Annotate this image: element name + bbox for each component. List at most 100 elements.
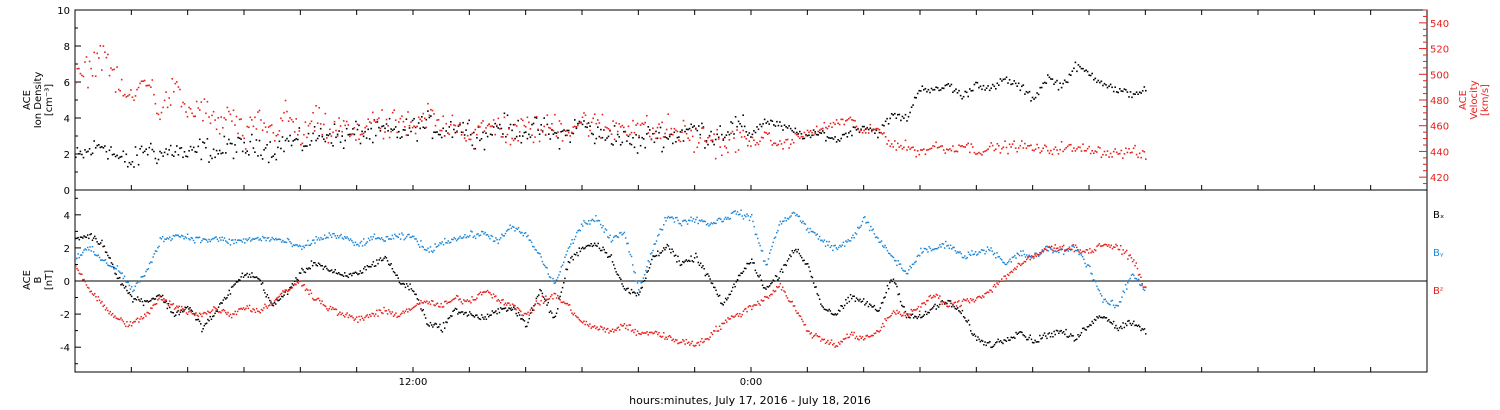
data-point xyxy=(344,316,346,318)
data-point xyxy=(472,315,474,317)
data-point xyxy=(660,251,663,254)
data-point xyxy=(243,137,245,140)
data-point xyxy=(973,333,976,335)
data-point xyxy=(254,311,257,314)
data-point xyxy=(721,154,723,157)
data-point xyxy=(1073,246,1076,248)
data-point xyxy=(248,154,250,156)
data-point xyxy=(226,106,229,109)
data-point xyxy=(990,289,992,292)
data-point xyxy=(330,142,333,144)
data-point xyxy=(845,120,847,122)
data-point xyxy=(441,331,444,333)
data-point xyxy=(699,220,702,222)
data-point xyxy=(657,333,659,336)
data-point xyxy=(1083,258,1085,261)
data-point xyxy=(611,239,614,242)
data-point xyxy=(126,321,128,323)
data-point xyxy=(488,315,490,318)
data-point xyxy=(991,250,993,252)
data-point xyxy=(179,309,182,311)
data-point xyxy=(248,126,250,129)
data-point xyxy=(1103,298,1105,301)
data-point xyxy=(91,239,94,241)
data-point xyxy=(760,299,763,301)
data-point xyxy=(1140,284,1142,287)
data-point xyxy=(384,310,386,312)
data-point xyxy=(219,311,221,313)
data-point xyxy=(792,305,795,307)
data-point xyxy=(828,125,830,128)
data-point xyxy=(1004,275,1007,277)
data-point xyxy=(652,127,654,129)
data-point xyxy=(908,269,910,271)
data-point xyxy=(425,118,428,121)
data-point xyxy=(714,286,716,289)
data-point xyxy=(133,99,135,101)
data-point xyxy=(823,308,826,310)
data-point xyxy=(999,340,1002,342)
data-point xyxy=(113,153,115,155)
data-point xyxy=(365,125,368,127)
data-point xyxy=(1060,329,1062,332)
data-point xyxy=(981,295,984,297)
data-point xyxy=(245,238,247,240)
data-point xyxy=(1079,65,1081,68)
data-point xyxy=(244,242,246,244)
data-point xyxy=(191,237,194,240)
data-point xyxy=(886,317,889,319)
data-point xyxy=(257,155,259,157)
data-point xyxy=(704,338,707,340)
data-point xyxy=(248,273,251,276)
data-point xyxy=(578,122,581,124)
data-point xyxy=(361,271,364,274)
data-point xyxy=(273,302,276,304)
data-point xyxy=(851,297,853,300)
data-point xyxy=(812,335,815,337)
data-point xyxy=(1026,254,1028,256)
data-point xyxy=(407,233,409,236)
data-point xyxy=(502,136,504,138)
data-point xyxy=(1131,96,1133,99)
data-point xyxy=(604,251,607,254)
data-point xyxy=(289,117,291,119)
data-point xyxy=(136,88,138,91)
data-point xyxy=(716,293,718,296)
data-point xyxy=(1136,279,1139,281)
data-point xyxy=(297,134,299,136)
data-point xyxy=(885,246,887,249)
data-point xyxy=(324,265,327,267)
data-point xyxy=(696,129,699,132)
data-point xyxy=(161,294,164,297)
data-point xyxy=(1122,249,1124,251)
data-point xyxy=(923,302,926,304)
data-point xyxy=(257,111,259,113)
data-point xyxy=(1009,339,1011,341)
data-point xyxy=(378,126,380,129)
data-point xyxy=(773,290,776,293)
data-point xyxy=(784,217,786,219)
data-point xyxy=(1037,255,1040,257)
data-point xyxy=(88,287,90,289)
data-point xyxy=(194,313,196,315)
data-point xyxy=(358,124,360,127)
data-point xyxy=(934,303,936,306)
data-point xyxy=(926,313,928,316)
data-point xyxy=(730,121,732,123)
data-point xyxy=(754,269,757,272)
data-point xyxy=(773,280,776,282)
data-point xyxy=(334,269,336,271)
data-point xyxy=(747,262,749,265)
data-point xyxy=(488,291,490,293)
data-point xyxy=(1100,156,1103,159)
data-point xyxy=(854,126,856,129)
data-point xyxy=(795,309,797,312)
data-point xyxy=(1021,140,1023,142)
data-point xyxy=(574,315,577,317)
data-point xyxy=(1089,247,1091,250)
data-point xyxy=(508,307,510,309)
data-point xyxy=(78,153,80,155)
data-point xyxy=(895,283,897,285)
data-point xyxy=(600,128,602,131)
data-point xyxy=(476,137,478,139)
